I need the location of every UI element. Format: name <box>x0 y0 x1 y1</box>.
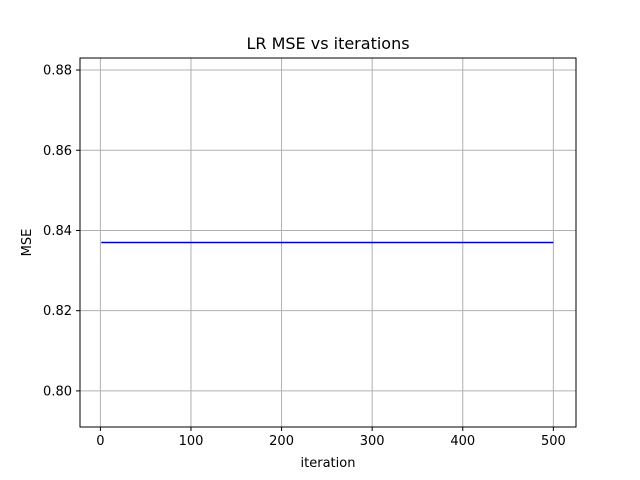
y-tick-label: 0.86 <box>43 144 72 159</box>
y-tick-label: 0.80 <box>43 384 72 399</box>
chart-title: LR MSE vs iterations <box>246 34 409 53</box>
grid <box>80 58 576 427</box>
x-tick-label: 0 <box>96 434 104 449</box>
x-tick-label: 300 <box>360 434 385 449</box>
x-tick-label: 200 <box>269 434 294 449</box>
y-axis-ticks: 0.80 0.82 0.84 0.86 0.88 <box>43 64 80 399</box>
y-tick-label: 0.82 <box>43 304 72 319</box>
y-tick-label: 0.88 <box>43 64 72 79</box>
plot-frame <box>79 57 577 428</box>
y-axis-label: MSE <box>20 229 35 257</box>
x-tick-label: 400 <box>450 434 475 449</box>
y-tick-label: 0.84 <box>43 224 72 239</box>
x-axis-ticks: 0 100 200 300 400 500 <box>96 427 566 449</box>
x-tick-label: 100 <box>179 434 204 449</box>
x-tick-label: 500 <box>541 434 566 449</box>
x-axis-label: iteration <box>301 456 356 471</box>
